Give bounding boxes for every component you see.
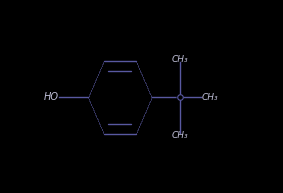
Text: CH₃: CH₃	[202, 93, 219, 102]
Text: CH₃: CH₃	[172, 55, 188, 64]
Circle shape	[177, 96, 183, 99]
Text: HO: HO	[44, 92, 59, 102]
Text: CH₃: CH₃	[172, 131, 188, 140]
